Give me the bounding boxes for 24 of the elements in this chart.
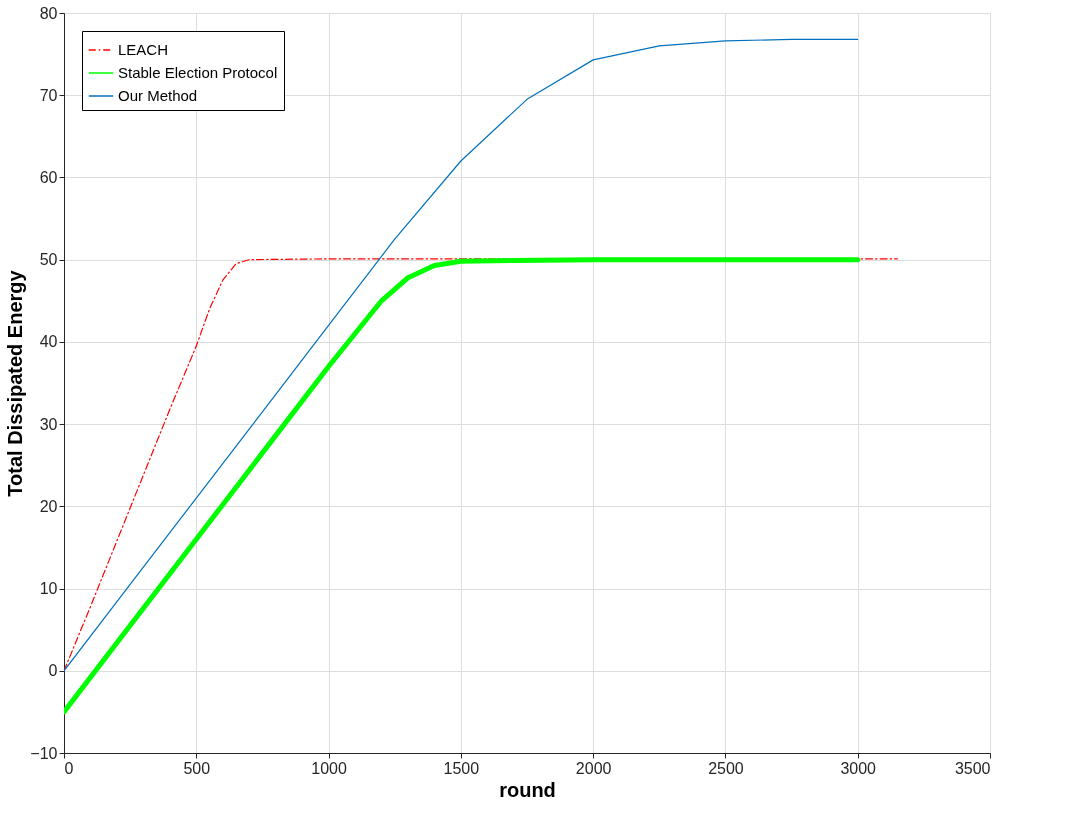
y-tick-label: −10 — [30, 744, 58, 762]
x-axis-title: round — [499, 778, 556, 801]
x-tick-label: 0 — [64, 759, 74, 777]
x-tick-label: 3500 — [954, 759, 991, 777]
y-tick-label: 70 — [39, 86, 58, 104]
y-tick-label: 80 — [39, 4, 58, 22]
y-axis-title: Total Dissipated Energy — [4, 269, 27, 497]
y-tick-label: 40 — [39, 333, 58, 351]
x-tick-label: 1000 — [311, 759, 347, 777]
y-tick-label: 0 — [48, 662, 58, 680]
x-tick-label: 2000 — [575, 759, 612, 777]
legend-label: Stable Election Protocol — [118, 64, 278, 81]
x-tick-label: 2500 — [708, 759, 744, 777]
legend-label: LEACH — [118, 41, 169, 58]
y-tick-label: 50 — [39, 251, 58, 269]
y-tick-label: 30 — [39, 415, 58, 433]
line-series — [64, 38, 859, 672]
legend-label: Our Method — [118, 87, 198, 104]
y-tick-label: 10 — [39, 580, 58, 598]
y-tick-label: 20 — [39, 497, 58, 515]
y-tick-label: 60 — [39, 168, 58, 186]
x-tick-label: 1500 — [443, 759, 480, 777]
x-tick-label: 3000 — [840, 759, 877, 777]
x-tick-label: 500 — [183, 759, 211, 777]
